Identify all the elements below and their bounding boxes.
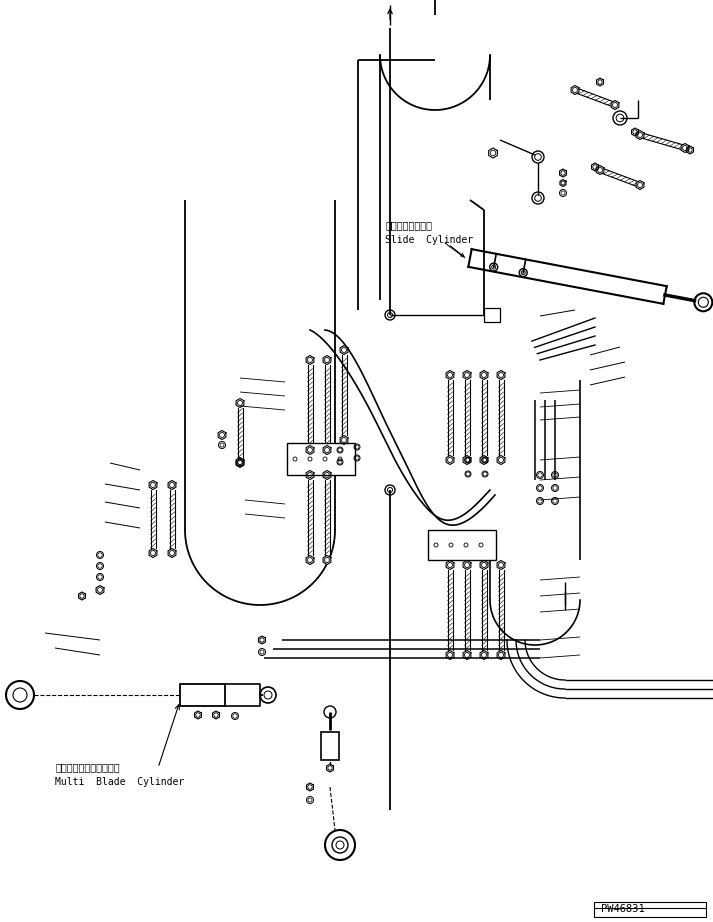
Polygon shape	[497, 455, 505, 465]
Polygon shape	[463, 371, 471, 380]
Polygon shape	[168, 549, 176, 558]
Polygon shape	[323, 555, 331, 564]
Text: PW46831: PW46831	[601, 904, 645, 914]
Text: Multi  Blade  Cylinder: Multi Blade Cylinder	[55, 777, 184, 787]
Polygon shape	[78, 592, 86, 600]
Polygon shape	[681, 144, 689, 152]
Polygon shape	[632, 128, 638, 136]
Polygon shape	[212, 711, 220, 719]
Polygon shape	[149, 549, 157, 558]
Polygon shape	[446, 651, 454, 659]
Polygon shape	[560, 169, 566, 177]
Polygon shape	[323, 470, 331, 479]
Polygon shape	[571, 86, 579, 94]
Polygon shape	[446, 561, 454, 570]
Polygon shape	[480, 561, 488, 570]
Polygon shape	[168, 480, 176, 490]
Polygon shape	[611, 100, 619, 110]
Polygon shape	[463, 455, 471, 465]
Polygon shape	[195, 711, 202, 719]
Bar	[287, 443, 355, 475]
Polygon shape	[323, 445, 331, 455]
Polygon shape	[446, 455, 454, 465]
Polygon shape	[463, 651, 471, 659]
Polygon shape	[259, 636, 265, 644]
Bar	[594, 902, 706, 917]
Polygon shape	[307, 783, 314, 791]
Polygon shape	[592, 163, 598, 171]
Polygon shape	[236, 457, 244, 467]
Bar	[484, 308, 500, 322]
Polygon shape	[636, 181, 644, 190]
Text: マルチブレードシリンダ: マルチブレードシリンダ	[55, 762, 120, 772]
Text: スライドシリンダ: スライドシリンダ	[385, 220, 432, 230]
Polygon shape	[340, 346, 348, 354]
Polygon shape	[596, 166, 604, 174]
Bar	[180, 684, 225, 706]
Polygon shape	[480, 651, 488, 659]
Bar	[428, 530, 496, 560]
Polygon shape	[306, 445, 314, 455]
Polygon shape	[327, 764, 334, 772]
Polygon shape	[687, 146, 694, 154]
Polygon shape	[636, 131, 644, 139]
Polygon shape	[560, 180, 566, 186]
Polygon shape	[446, 371, 454, 380]
Polygon shape	[480, 371, 488, 380]
Polygon shape	[497, 371, 505, 380]
Polygon shape	[149, 480, 157, 490]
Polygon shape	[497, 561, 505, 570]
Polygon shape	[488, 148, 498, 158]
Polygon shape	[497, 651, 505, 659]
Bar	[321, 732, 339, 760]
Text: Slide  Cylinder: Slide Cylinder	[385, 235, 473, 245]
Polygon shape	[218, 431, 226, 440]
Polygon shape	[340, 435, 348, 444]
Polygon shape	[597, 78, 603, 86]
Polygon shape	[323, 356, 331, 364]
Polygon shape	[480, 455, 488, 465]
Polygon shape	[306, 555, 314, 564]
Polygon shape	[236, 398, 244, 408]
Polygon shape	[306, 470, 314, 479]
Polygon shape	[236, 458, 244, 467]
Polygon shape	[96, 585, 104, 595]
Polygon shape	[463, 561, 471, 570]
Polygon shape	[306, 356, 314, 364]
